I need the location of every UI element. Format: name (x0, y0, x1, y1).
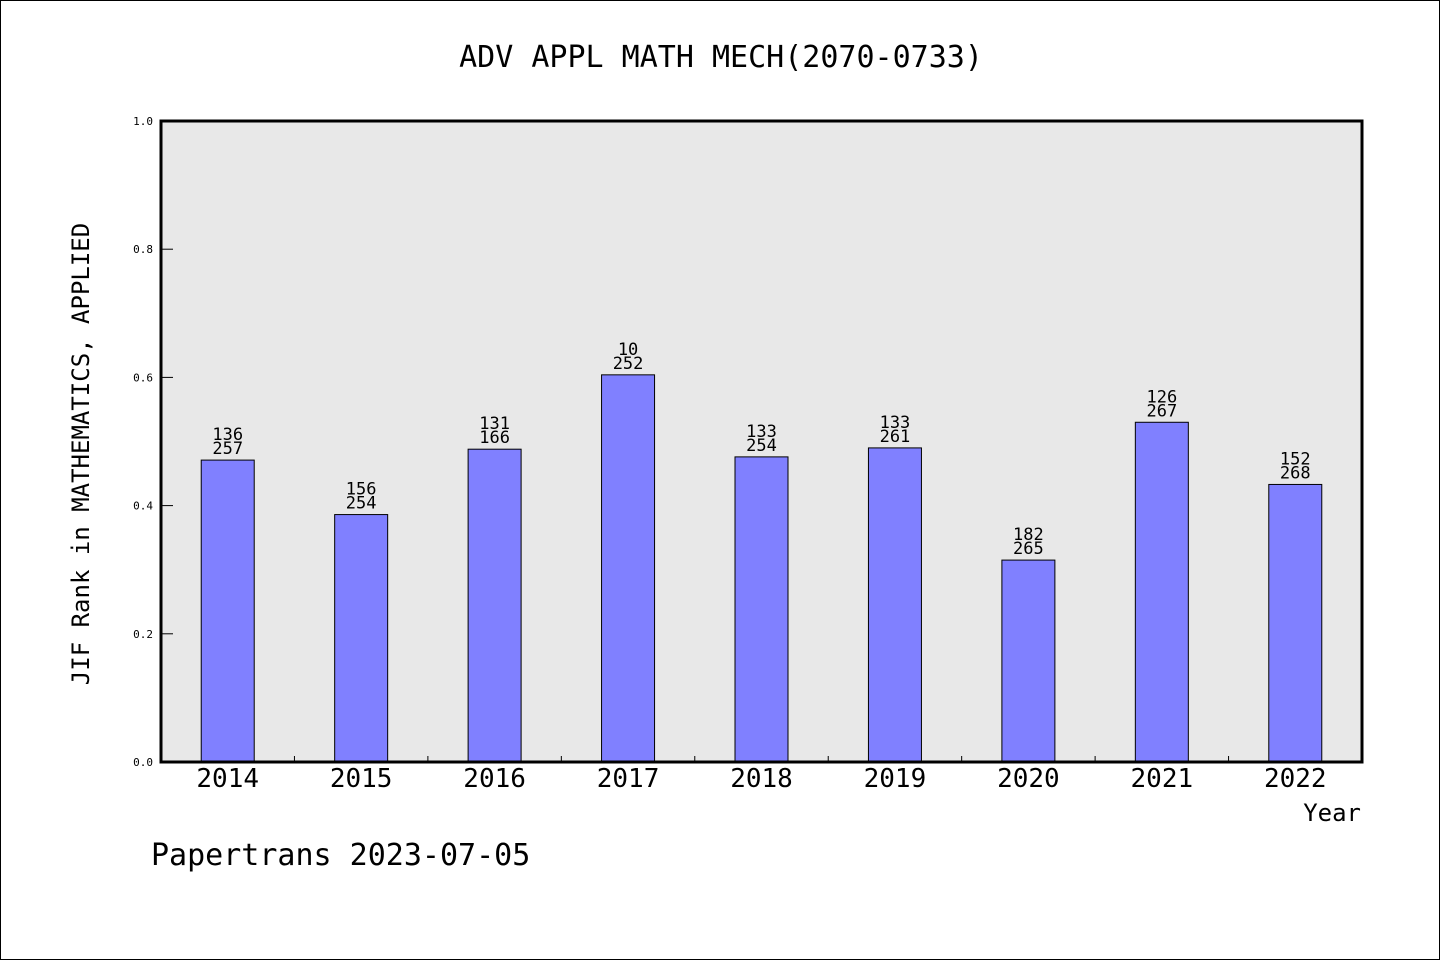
bar-rank-label: 152 (1280, 449, 1311, 469)
y-tick-label: 0.8 (133, 243, 153, 256)
bar-2015 (334, 514, 389, 763)
y-tick-label: 0.2 (133, 628, 153, 641)
bar-total-label: 261 (880, 427, 911, 447)
x-tick-label: 2019 (864, 764, 927, 794)
bar-2019 (867, 447, 922, 763)
bar-2014 (200, 459, 255, 763)
bar-2020 (1001, 559, 1056, 763)
y-tick-label: 0.4 (133, 500, 153, 513)
bar-total-label: 257 (212, 439, 243, 459)
bar-2017 (601, 374, 656, 763)
bar-total-label: 252 (613, 354, 644, 374)
plot-border (159, 119, 1364, 764)
bar-total-label: 265 (1013, 539, 1044, 559)
bar-rank-label: 182 (1013, 525, 1044, 545)
y-axis-label: JIF Rank in MATHEMATICS, APPLIED (67, 223, 95, 685)
chart-title: ADV APPL MATH MECH(2070-0733) (459, 40, 983, 75)
bar-2018 (734, 456, 789, 763)
bar-rank-label: 131 (479, 414, 510, 434)
bar-rank-label: 10 (618, 340, 638, 360)
bar-rank-label: 156 (346, 480, 377, 500)
bar-total-label: 267 (1146, 401, 1177, 421)
y-tick-label: 0.0 (133, 756, 153, 769)
x-tick-label: 2021 (1131, 764, 1194, 794)
bar-rank-label: 133 (880, 413, 911, 433)
bar-rank-label: 126 (1146, 387, 1177, 407)
x-tick-label: 2018 (730, 764, 793, 794)
x-axis-label: Year (1303, 799, 1361, 827)
bar-2022 (1268, 483, 1323, 763)
x-tick-label: 2016 (463, 764, 526, 794)
bar-rank-label: 136 (212, 425, 243, 445)
x-tick-label: 2014 (196, 764, 259, 794)
bar-total-label: 254 (746, 436, 777, 456)
x-tick-label: 2015 (330, 764, 393, 794)
bar-total-label: 254 (346, 494, 377, 514)
y-tick-label: 1.0 (133, 115, 153, 128)
x-tick-label: 2017 (597, 764, 660, 794)
x-tick-label: 2020 (997, 764, 1060, 794)
bar-2016 (467, 448, 522, 763)
x-axis: 2014 2015 2016 2017 2018 2019 2020 2021 2022 (196, 756, 1327, 794)
bar-2021 (1134, 421, 1189, 763)
source-footer: Papertrans 2023-07-05 (151, 838, 530, 873)
bar-rank-label: 133 (746, 422, 777, 442)
bar-total-label: 166 (479, 428, 510, 448)
bar-total-label: 268 (1280, 463, 1311, 483)
y-tick-label: 0.6 (133, 371, 153, 384)
x-tick-label: 2022 (1264, 764, 1327, 794)
bar-series: 1362571562541311661025213325413326118226… (200, 340, 1323, 763)
